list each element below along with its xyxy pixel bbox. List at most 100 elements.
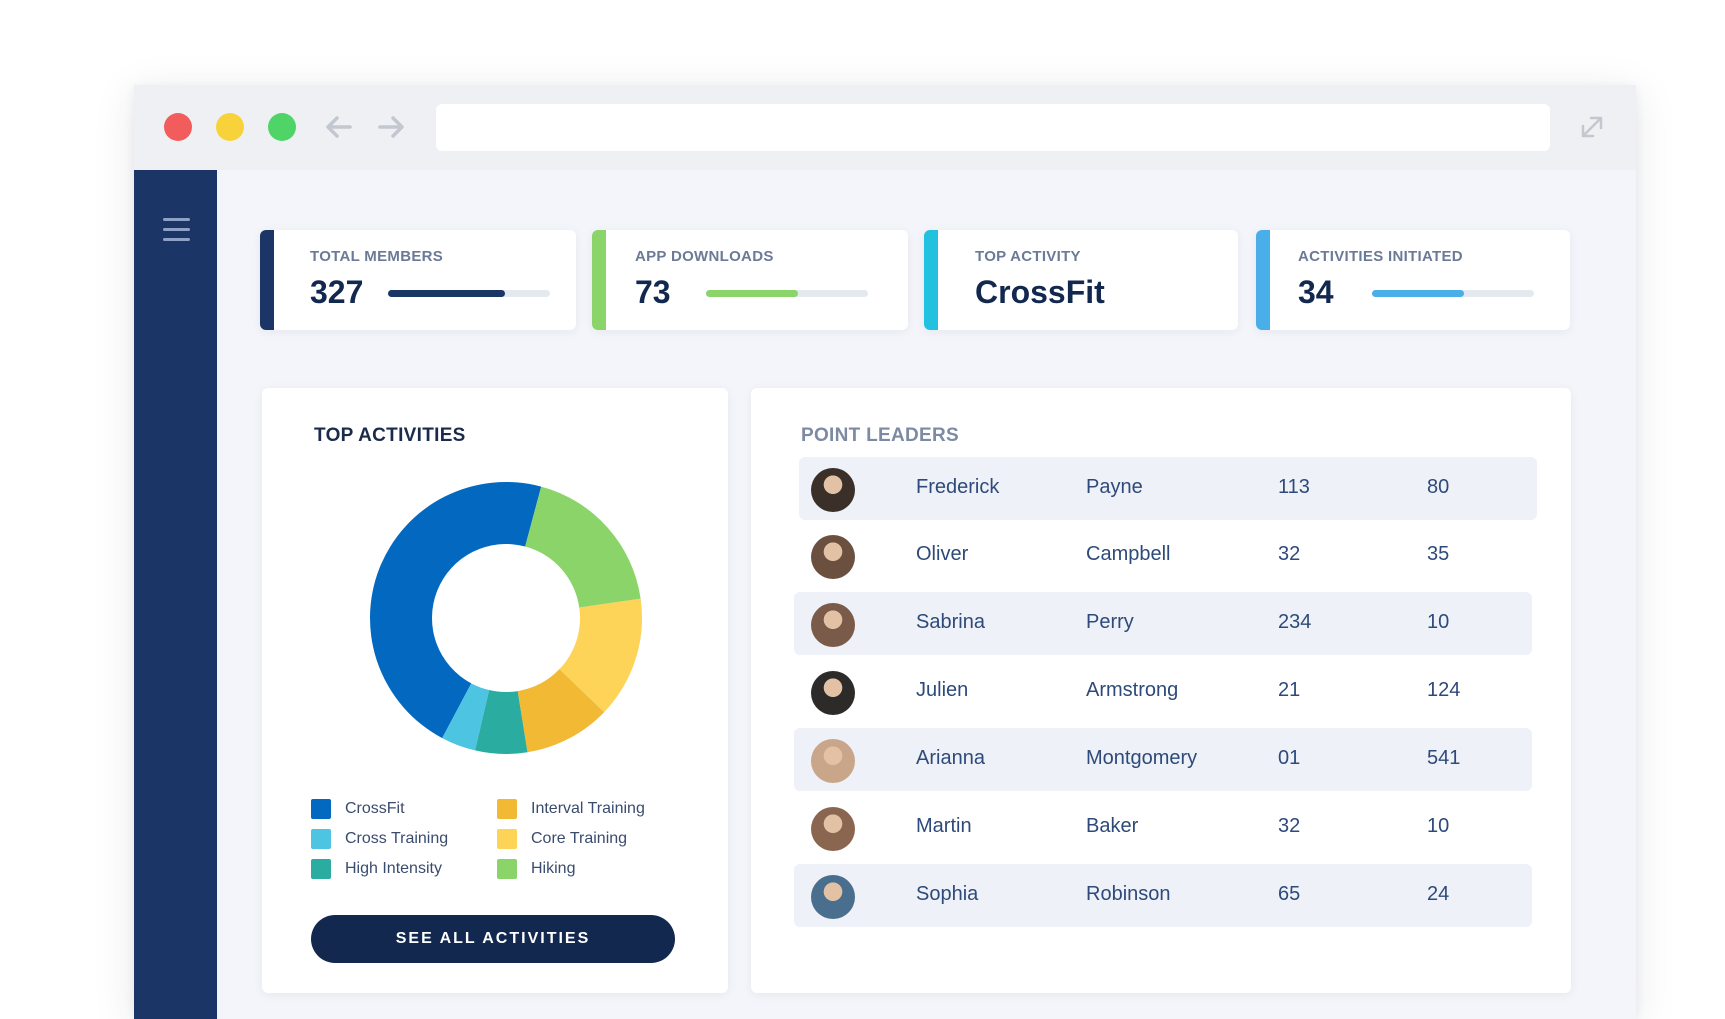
legend-swatch (497, 829, 517, 849)
legend-swatch (311, 799, 331, 819)
legend-label: Cross Training (345, 830, 449, 847)
stat-card-activities-initiated: ACTIVITIES INITIATED 34 (1256, 230, 1570, 330)
avatar (811, 535, 855, 579)
minimize-window-button[interactable] (216, 113, 244, 141)
legend-swatch (311, 829, 331, 849)
table-cell-col3: 113 (1278, 476, 1310, 498)
table-row[interactable]: Martin Baker 32 10 (794, 796, 1532, 859)
donut-slice-cross-training (442, 683, 490, 751)
table-cell-first: Sabrina (916, 611, 985, 633)
browser-window: TOTAL MEMBERS 327 APP DOWNLOADS 73 TOP A… (134, 85, 1636, 1019)
legend-label: Core Training (531, 830, 628, 847)
top-activities-panel: TOP ACTIVITIES CrossFit Cross Training Hig… (262, 388, 728, 993)
avatar (811, 468, 855, 512)
progress-fill (706, 290, 799, 297)
avatar (811, 807, 855, 851)
table-cell-last: Perry (1086, 611, 1134, 633)
table-row[interactable]: Julien Armstrong 21 124 (794, 660, 1532, 723)
table-cell-last: Baker (1086, 815, 1139, 837)
progress-fill (1372, 290, 1465, 297)
see-all-activities-button[interactable]: SEE ALL ACTIVITIES (311, 915, 675, 963)
maximize-window-button[interactable] (268, 113, 296, 141)
panel-title: TOP ACTIVITIES (314, 425, 466, 446)
avatar (811, 739, 855, 783)
donut-slice-crossfit (370, 482, 542, 739)
legend-label: CrossFit (345, 800, 405, 817)
table-cell-last: Robinson (1086, 883, 1171, 905)
progress-bar (1372, 290, 1534, 297)
stat-label: TOP ACTIVITY (975, 248, 1081, 265)
table-cell-col4: 35 (1427, 543, 1450, 565)
table-cell-last: Montgomery (1086, 747, 1198, 769)
address-bar[interactable] (436, 104, 1550, 151)
table-cell-last: Payne (1086, 476, 1143, 498)
close-window-button[interactable] (164, 113, 192, 141)
table-cell-col4: 541 (1427, 747, 1461, 769)
browser-chrome (134, 85, 1636, 170)
table-row[interactable]: Frederick Payne 113 80 (799, 457, 1537, 520)
card-accent (592, 230, 606, 330)
stat-card-top-activity: TOP ACTIVITY CrossFit (924, 230, 1238, 330)
table-cell-first: Frederick (916, 476, 1000, 498)
table-cell-col3: 01 (1278, 747, 1301, 769)
stat-value: 327 (310, 274, 364, 310)
table-cell-col4: 124 (1427, 679, 1461, 701)
table-row[interactable]: Arianna Montgomery 01 541 (794, 728, 1532, 791)
avatar (811, 875, 855, 919)
table-cell-col4: 10 (1427, 815, 1450, 837)
table-cell-col4: 24 (1427, 883, 1450, 905)
table-cell-col4: 80 (1427, 476, 1450, 498)
avatar (811, 671, 855, 715)
donut-slice-high-intensity (475, 690, 528, 754)
donut-slice-core-training (559, 598, 642, 713)
table-cell-col3: 21 (1278, 679, 1301, 701)
table-cell-col3: 65 (1278, 883, 1301, 905)
table-cell-first: Julien (916, 679, 969, 701)
donut-slice-interval-training (517, 669, 605, 753)
table-cell-last: Campbell (1086, 543, 1171, 565)
sidebar (134, 170, 217, 1019)
stat-label: ACTIVITIES INITIATED (1298, 248, 1463, 265)
arrow-right-icon[interactable] (374, 110, 408, 144)
legend-label: Interval Training (531, 800, 645, 817)
point-leaders-panel: POINT LEADERS Frederick Payne 113 80 Oliver C… (751, 388, 1571, 993)
legend-label: Hiking (531, 860, 576, 877)
stat-value: 34 (1298, 274, 1334, 310)
table-row[interactable]: Sophia Robinson 65 24 (794, 864, 1532, 927)
stat-value: 73 (635, 274, 671, 310)
arrow-left-icon[interactable] (322, 110, 356, 144)
progress-bar (388, 290, 550, 297)
panel-title: POINT LEADERS (801, 425, 960, 446)
table-cell-first: Martin (916, 815, 972, 837)
table-row[interactable]: Sabrina Perry 234 10 (794, 592, 1532, 655)
progress-fill (388, 290, 505, 297)
stat-label: APP DOWNLOADS (635, 248, 774, 265)
card-accent (260, 230, 274, 330)
table-cell-col4: 10 (1427, 611, 1450, 633)
stat-label: TOTAL MEMBERS (310, 248, 444, 265)
table-cell-col3: 234 (1278, 611, 1312, 633)
table-cell-first: Oliver (916, 543, 969, 565)
card-accent (924, 230, 938, 330)
legend-label: High Intensity (345, 860, 442, 877)
donut-slice-hiking (525, 486, 641, 608)
stat-card-app-downloads: APP DOWNLOADS 73 (592, 230, 908, 330)
stat-value: CrossFit (975, 274, 1105, 310)
table-cell-first: Arianna (916, 747, 985, 769)
card-accent (1256, 230, 1270, 330)
stat-card-total-members: TOTAL MEMBERS 327 (260, 230, 576, 330)
donut-chart (370, 482, 642, 754)
legend-swatch (497, 859, 517, 879)
legend-swatch (497, 799, 517, 819)
table-cell-col3: 32 (1278, 543, 1301, 565)
expand-icon[interactable] (1577, 112, 1607, 142)
table-cell-col3: 32 (1278, 815, 1301, 837)
chart-legend: CrossFit Cross Training High Intensity Inte… (311, 799, 671, 894)
legend-swatch (311, 859, 331, 879)
table-row[interactable]: Oliver Campbell 32 35 (794, 524, 1532, 587)
table-cell-last: Armstrong (1086, 679, 1179, 701)
hamburger-menu-icon[interactable] (163, 218, 190, 242)
progress-bar (706, 290, 868, 297)
table-cell-first: Sophia (916, 883, 979, 905)
avatar (811, 603, 855, 647)
